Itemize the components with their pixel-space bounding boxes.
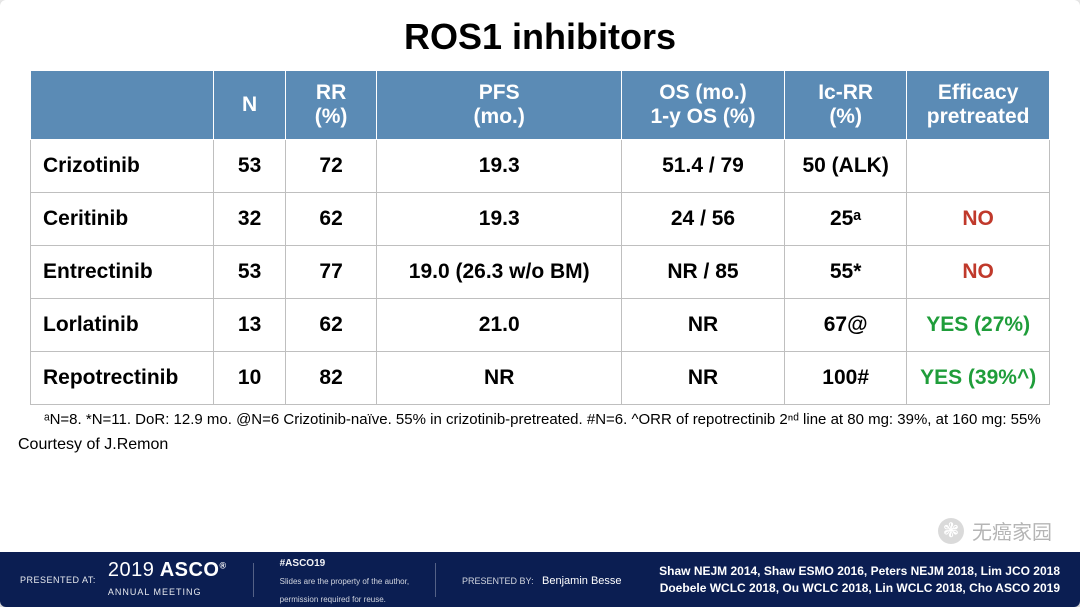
footer-left: PRESENTED AT: 2019 ASCO® ANNUAL MEETING … [20, 553, 622, 607]
footer-separator [435, 563, 436, 597]
table-cell: 24 / 56 [621, 193, 784, 246]
table-cell: 82 [285, 352, 377, 405]
footer-separator [253, 563, 254, 597]
table-cell: 62 [285, 299, 377, 352]
efficacy-value: NO [962, 260, 994, 283]
table-cell: 50 (ALK) [785, 140, 907, 193]
drug-name-cell: Entrectinib [31, 246, 214, 299]
table-header-cell: RR(%) [285, 71, 377, 140]
table-cell: 19.3 [377, 193, 622, 246]
table-header-cell: N [214, 71, 285, 140]
presenter-block: PRESENTED BY: Benjamin Besse [462, 571, 621, 589]
table-cell: 13 [214, 299, 285, 352]
conference-logo: 2019 ASCO® ANNUAL MEETING [108, 559, 227, 600]
table-cell: 19.0 (26.3 w/o BM) [377, 246, 622, 299]
table-cell: 10 [214, 352, 285, 405]
table-cell: 100# [785, 352, 907, 405]
table-header-cell: OS (mo.)1-y OS (%) [621, 71, 784, 140]
hashtag: #ASCO19 [280, 558, 326, 569]
table-cell: 62 [285, 193, 377, 246]
watermark-icon: ❃ [938, 518, 964, 544]
table-row: Ceritinib326219.324 / 5625ᵃ NO [31, 193, 1050, 246]
rights-line1: Slides are the property of the author, [280, 577, 409, 586]
table-row: Crizotinib537219.351.4 / 7950 (ALK) [31, 140, 1050, 193]
conference-year: 2019 [108, 559, 155, 581]
drug-name-cell: Lorlatinib [31, 299, 214, 352]
table-cell: YES (39%^) [907, 352, 1050, 405]
footer-references: Shaw NEJM 2014, Shaw ESMO 2016, Peters N… [659, 563, 1060, 595]
efficacy-value: YES (39%^) [920, 366, 1036, 389]
table-header-row: NRR(%)PFS(mo.)OS (mo.)1-y OS (%)Ic-RR(%)… [31, 71, 1050, 140]
footnote: ᵃN=8. *N=11. DoR: 12.9 mo. @N=6 Crizotin… [0, 405, 1080, 430]
table-cell: 67@ [785, 299, 907, 352]
efficacy-value: YES (27%) [926, 313, 1030, 336]
slide: ROS1 inhibitors NRR(%)PFS(mo.)OS (mo.)1-… [0, 0, 1080, 607]
table-cell: 19.3 [377, 140, 622, 193]
table-cell: NR / 85 [621, 246, 784, 299]
footer-bar: PRESENTED AT: 2019 ASCO® ANNUAL MEETING … [0, 552, 1080, 607]
table-cell: 55* [785, 246, 907, 299]
table-row: Repotrectinib1082NRNR100#YES (39%^) [31, 352, 1050, 405]
refs-line2: Doebele WCLC 2018, Ou WCLC 2018, Lin WCL… [659, 580, 1060, 596]
table-container: NRR(%)PFS(mo.)OS (mo.)1-y OS (%)Ic-RR(%)… [0, 70, 1080, 405]
table-cell: 32 [214, 193, 285, 246]
drug-name-cell: Ceritinib [31, 193, 214, 246]
table-header-cell [31, 71, 214, 140]
table-cell: NO [907, 246, 1050, 299]
table-cell: YES (27%) [907, 299, 1050, 352]
slide-title: ROS1 inhibitors [0, 0, 1080, 70]
watermark-text: 无癌家园 [972, 516, 1052, 545]
drug-name-cell: Crizotinib [31, 140, 214, 193]
table-cell: 25ᵃ [785, 193, 907, 246]
table-cell: 53 [214, 140, 285, 193]
table-row: Entrectinib537719.0 (26.3 w/o BM)NR / 85… [31, 246, 1050, 299]
table-cell: NO [907, 193, 1050, 246]
table-cell: NR [377, 352, 622, 405]
conference-sub: ANNUAL MEETING [108, 587, 202, 597]
table-row: Lorlatinib136221.0NR67@ YES (27%) [31, 299, 1050, 352]
footer-meta: #ASCO19 Slides are the property of the a… [280, 553, 409, 607]
data-table: NRR(%)PFS(mo.)OS (mo.)1-y OS (%)Ic-RR(%)… [30, 70, 1050, 405]
table-cell: 51.4 / 79 [621, 140, 784, 193]
efficacy-value: NO [962, 207, 994, 230]
watermark: ❃ 无癌家园 [938, 516, 1052, 545]
table-header-cell: Ic-RR(%) [785, 71, 907, 140]
conference-name: ASCO [160, 559, 220, 581]
table-cell: 77 [285, 246, 377, 299]
table-cell: 72 [285, 140, 377, 193]
presented-at-label: PRESENTED AT: [20, 575, 96, 585]
table-body: Crizotinib537219.351.4 / 7950 (ALK)Cerit… [31, 140, 1050, 405]
drug-name-cell: Repotrectinib [31, 352, 214, 405]
table-cell: NR [621, 299, 784, 352]
table-header-cell: PFS(mo.) [377, 71, 622, 140]
courtesy-line: Courtesy of J.Remon [0, 430, 1080, 458]
table-header-cell: Efficacypretreated [907, 71, 1050, 140]
presenter-name: Benjamin Besse [542, 575, 622, 587]
table-cell: 21.0 [377, 299, 622, 352]
table-cell: 53 [214, 246, 285, 299]
presenter-label: PRESENTED BY: [462, 576, 534, 586]
refs-line1: Shaw NEJM 2014, Shaw ESMO 2016, Peters N… [659, 563, 1060, 579]
table-cell: NR [621, 352, 784, 405]
table-cell [907, 140, 1050, 193]
rights-line2: permission required for reuse. [280, 595, 386, 604]
